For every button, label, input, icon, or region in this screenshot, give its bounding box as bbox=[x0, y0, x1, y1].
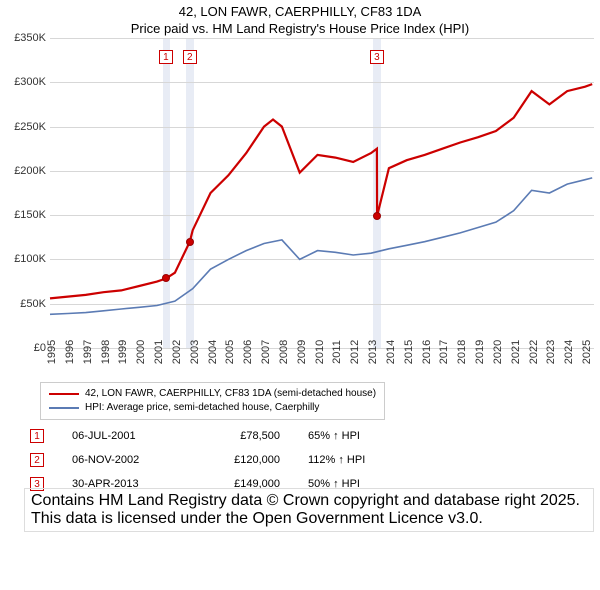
footer: Contains HM Land Registry data © Crown c… bbox=[24, 488, 594, 532]
xtick-label: 2003 bbox=[189, 340, 201, 364]
event-row: 2 06-NOV-2002 £120,000 112% ↑ HPI bbox=[30, 448, 408, 472]
sale-marker bbox=[162, 274, 170, 282]
ytick-label: £350K bbox=[14, 32, 46, 44]
sale-marker-label: 3 bbox=[370, 50, 384, 64]
xtick-label: 2012 bbox=[349, 340, 361, 364]
xtick-label: 2023 bbox=[545, 340, 557, 364]
legend-label: 42, LON FAWR, CAERPHILLY, CF83 1DA (semi… bbox=[85, 387, 376, 401]
xtick-label: 2002 bbox=[171, 340, 183, 364]
legend-swatch bbox=[49, 407, 79, 409]
xtick-label: 1998 bbox=[100, 340, 112, 364]
chart-title: 42, LON FAWR, CAERPHILLY, CF83 1DA Price… bbox=[0, 0, 600, 38]
sale-marker bbox=[186, 238, 194, 246]
xtick-label: 2007 bbox=[260, 340, 272, 364]
xtick-label: 2021 bbox=[510, 340, 522, 364]
event-table: 1 06-JUL-2001 £78,500 65% ↑ HPI 2 06-NOV-2002… bbox=[30, 424, 408, 496]
event-hpi: 65% ↑ HPI bbox=[308, 430, 408, 442]
xtick-label: 2009 bbox=[296, 340, 308, 364]
xtick-label: 2000 bbox=[135, 340, 147, 364]
xtick-label: 2006 bbox=[242, 340, 254, 364]
ytick-label: £100K bbox=[14, 253, 46, 265]
sale-marker-label: 2 bbox=[183, 50, 197, 64]
ytick-label: £200K bbox=[14, 165, 46, 177]
title-line-1: 42, LON FAWR, CAERPHILLY, CF83 1DA bbox=[0, 4, 600, 21]
legend: 42, LON FAWR, CAERPHILLY, CF83 1DA (semi… bbox=[40, 382, 385, 420]
event-row: 1 06-JUL-2001 £78,500 65% ↑ HPI bbox=[30, 424, 408, 448]
event-hpi: 112% ↑ HPI bbox=[308, 454, 408, 466]
xtick-label: 2004 bbox=[207, 340, 219, 364]
footer-line-1: Contains HM Land Registry data © Crown c… bbox=[31, 492, 587, 510]
xtick-label: 1995 bbox=[46, 340, 58, 364]
y-axis: £0£50K£100K£150K£200K£250K£300K£350K bbox=[0, 38, 50, 348]
xtick-label: 2017 bbox=[438, 340, 450, 364]
event-date: 06-JUL-2001 bbox=[72, 430, 172, 442]
xtick-label: 1999 bbox=[117, 340, 129, 364]
xtick-label: 1997 bbox=[82, 340, 94, 364]
xtick-label: 2013 bbox=[367, 340, 379, 364]
xtick-label: 1996 bbox=[64, 340, 76, 364]
xtick-label: 2024 bbox=[563, 340, 575, 364]
xtick-label: 2022 bbox=[528, 340, 540, 364]
xtick-label: 2010 bbox=[314, 340, 326, 364]
xtick-label: 2025 bbox=[581, 340, 593, 364]
series-hpi bbox=[50, 178, 592, 314]
ytick-label: £150K bbox=[14, 209, 46, 221]
xtick-label: 2011 bbox=[331, 340, 343, 364]
event-price: £78,500 bbox=[200, 430, 280, 442]
event-date: 06-NOV-2002 bbox=[72, 454, 172, 466]
event-price: £120,000 bbox=[200, 454, 280, 466]
ytick-label: £250K bbox=[14, 121, 46, 133]
legend-row: HPI: Average price, semi-detached house,… bbox=[49, 401, 376, 415]
xtick-label: 2019 bbox=[474, 340, 486, 364]
legend-swatch bbox=[49, 393, 79, 395]
title-line-2: Price paid vs. HM Land Registry's House … bbox=[0, 21, 600, 38]
chart: £0£50K£100K£150K£200K£250K£300K£350K 123… bbox=[0, 38, 600, 380]
legend-row: 42, LON FAWR, CAERPHILLY, CF83 1DA (semi… bbox=[49, 387, 376, 401]
xtick-label: 2008 bbox=[278, 340, 290, 364]
xtick-label: 2018 bbox=[456, 340, 468, 364]
ytick-label: £0 bbox=[34, 342, 46, 354]
xtick-label: 2014 bbox=[385, 340, 397, 364]
sale-marker-label: 1 bbox=[159, 50, 173, 64]
ytick-label: £300K bbox=[14, 76, 46, 88]
event-num-box: 1 bbox=[30, 429, 44, 443]
series-property bbox=[50, 84, 592, 298]
xtick-label: 2005 bbox=[224, 340, 236, 364]
sale-marker bbox=[373, 212, 381, 220]
event-num-box: 2 bbox=[30, 453, 44, 467]
footer-line-2: This data is licensed under the Open Gov… bbox=[31, 510, 587, 528]
xtick-label: 2016 bbox=[421, 340, 433, 364]
xtick-label: 2020 bbox=[492, 340, 504, 364]
x-axis: 1995199619971998199920002001200220032004… bbox=[50, 348, 594, 380]
plot-area: 12 3 bbox=[50, 38, 594, 348]
xtick-label: 2015 bbox=[403, 340, 415, 364]
xtick-label: 2001 bbox=[153, 340, 165, 364]
series-svg bbox=[50, 38, 594, 348]
legend-label: HPI: Average price, semi-detached house,… bbox=[85, 401, 319, 415]
ytick-label: £50K bbox=[20, 298, 46, 310]
